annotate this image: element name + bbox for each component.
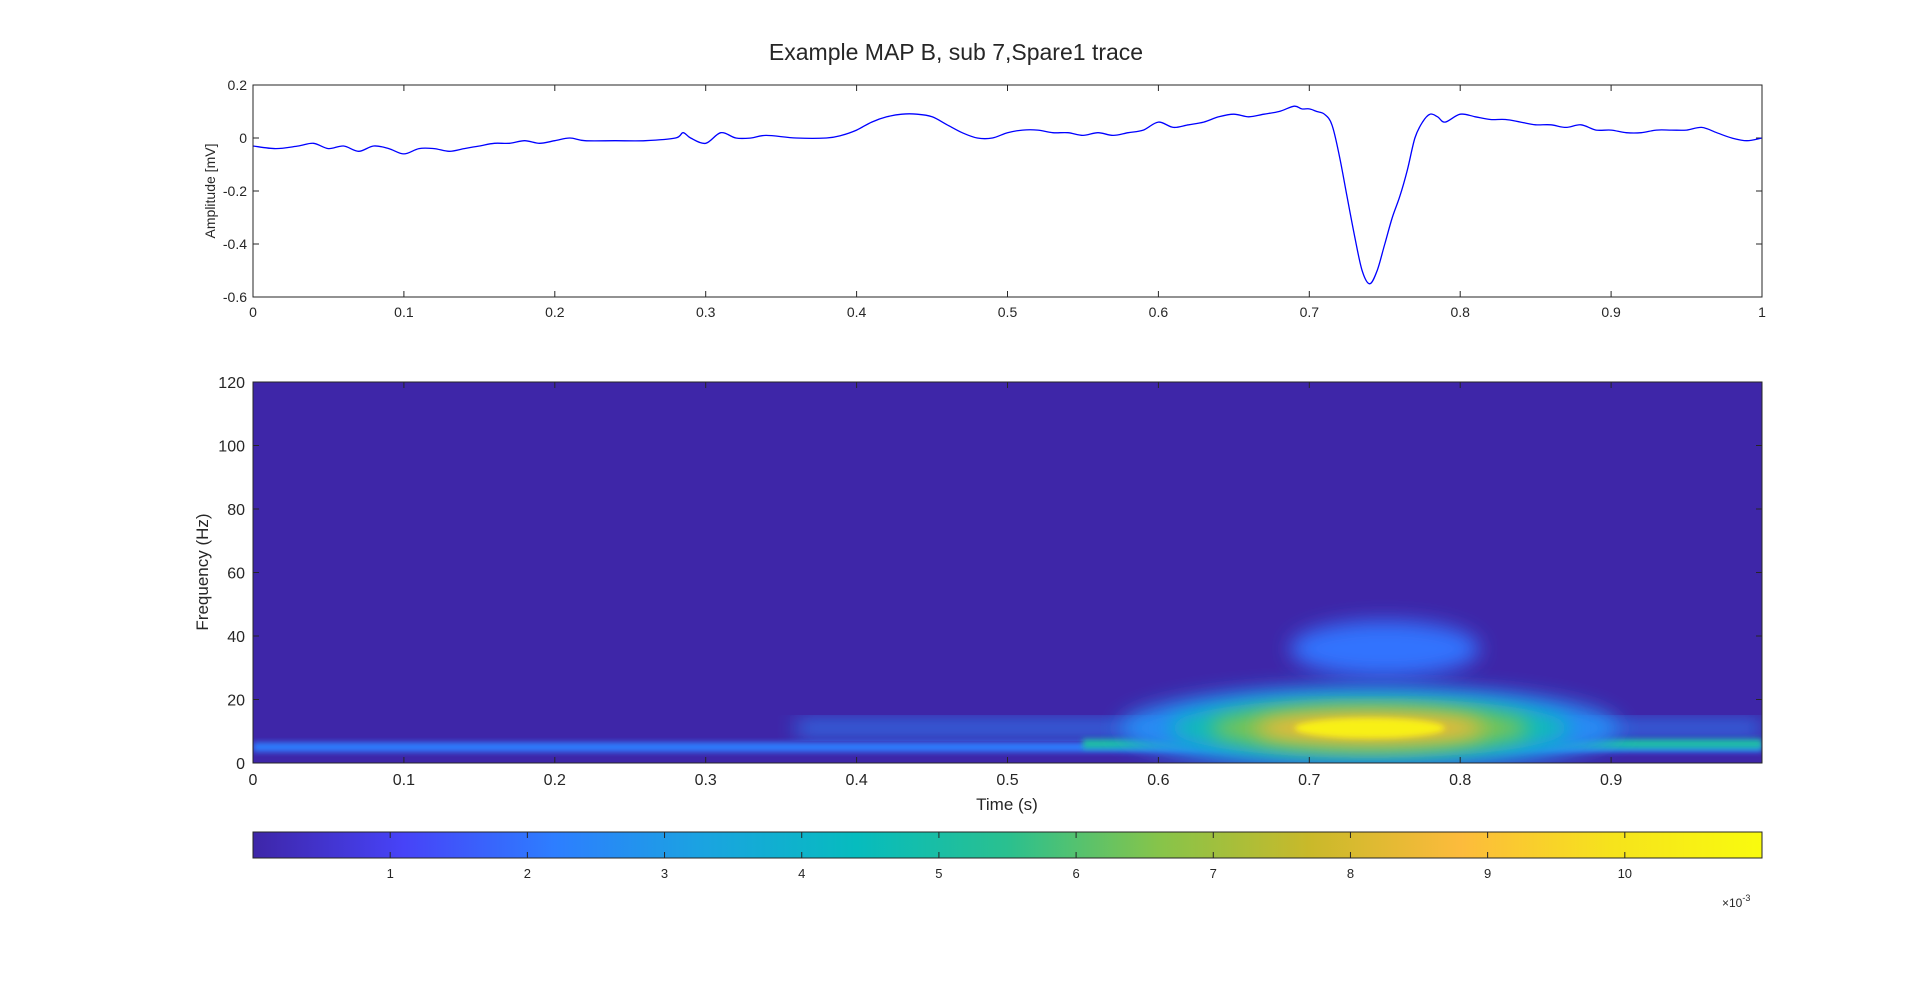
- colorbar-tick-label: 3: [661, 866, 668, 881]
- amplitude-x-tick-label: 0: [249, 304, 257, 320]
- colorbar-tick-label: 4: [798, 866, 805, 881]
- spectrogram-x-tick-label: 0.3: [695, 772, 717, 789]
- spectrogram-axes: 0 0.1 0.2 0.3 0.4 0.5 0.6 0.7 0.8 0.9 0 20 40 60 80 10…: [193, 375, 1763, 814]
- spectrogram-y-tick-label: 80: [227, 502, 245, 519]
- colorbar-tick-label: 7: [1210, 866, 1217, 881]
- amplitude-x-tick-label: 0.4: [847, 304, 867, 320]
- amplitude-x-tick-label: 0.8: [1450, 304, 1470, 320]
- spectrogram-upper-lobe: [1289, 620, 1480, 677]
- amplitude-y-tick-label: -0.6: [223, 289, 247, 305]
- spectrogram-x-tick-label: 0.2: [544, 772, 566, 789]
- amplitude-x-tick-label: 0.7: [1300, 304, 1320, 320]
- colorbar-tick-label: 5: [935, 866, 942, 881]
- spectrogram-x-label: Time (s): [976, 795, 1038, 814]
- amplitude-x-tick-label: 0.6: [1149, 304, 1169, 320]
- colorbar-tick-label: 6: [1072, 866, 1079, 881]
- colorbar-exponent: ×10-3: [1722, 893, 1750, 910]
- amplitude-plot-area: [253, 85, 1762, 297]
- amplitude-x-ticks: 0 0.1 0.2 0.3 0.4 0.5 0.6 0.7 0.8 0.9 1: [249, 85, 1766, 320]
- spectrogram-y-ticks: 0 20 40 60 80 100 120: [218, 375, 1762, 773]
- spectrogram-y-tick-label: 20: [227, 693, 245, 710]
- colorbar-tick-label: 1: [387, 866, 394, 881]
- amplitude-x-tick-label: 0.1: [394, 304, 414, 320]
- amplitude-axes: 0 0.1 0.2 0.3 0.4 0.5 0.6 0.7 0.8 0.9 1 -0.6 -0.4 -0…: [202, 77, 1766, 320]
- spectrogram-axes-box: [252, 381, 1763, 764]
- amplitude-y-tick-label: 0.2: [228, 77, 248, 93]
- spectrogram-x-tick-label: 0.8: [1449, 772, 1471, 789]
- amplitude-x-tick-label: 0.2: [545, 304, 565, 320]
- spectrogram-x-tick-label: 0.1: [393, 772, 415, 789]
- spectrogram-blob-layer-5: [1294, 718, 1445, 739]
- spectrogram-x-tick-label: 0: [249, 772, 258, 789]
- amplitude-y-tick-label: -0.2: [223, 183, 247, 199]
- figure-title: Example MAP B, sub 7,Spare1 trace: [769, 39, 1143, 65]
- spectrogram-y-label: Frequency (Hz): [193, 513, 212, 630]
- amplitude-x-tick-label: 1: [1758, 304, 1766, 320]
- spectrogram-y-tick-label: 120: [218, 375, 245, 392]
- spectrogram-features: [253, 620, 1762, 763]
- spectrogram-y-tick-label: 60: [227, 566, 245, 583]
- spectrogram-x-ticks: 0 0.1 0.2 0.3 0.4 0.5 0.6 0.7 0.8 0.9: [249, 382, 1622, 789]
- spectrogram-x-tick-label: 0.7: [1298, 772, 1320, 789]
- spectrogram-y-tick-label: 40: [227, 629, 245, 646]
- amplitude-x-tick-label: 0.5: [998, 304, 1018, 320]
- amplitude-y-label: Amplitude [mV]: [202, 144, 218, 239]
- amplitude-axes-box: [252, 84, 1763, 298]
- colorbar-tick-label: 2: [524, 866, 531, 881]
- colorbar-tick-label: 10: [1618, 866, 1632, 881]
- spectrogram-x-tick-label: 0.5: [996, 772, 1018, 789]
- colorbar-exponent-base: ×10: [1722, 896, 1743, 910]
- colorbar-tick-label: 8: [1347, 866, 1354, 881]
- amplitude-trace-line: [253, 105, 1762, 285]
- spectrogram-band-base: [253, 742, 1762, 752]
- amplitude-x-tick-label: 0.9: [1601, 304, 1621, 320]
- spectrogram-y-tick-label: 100: [218, 439, 245, 456]
- colorbar-ticks: 1 2 3 4 5 6 7 8 9 10: [387, 832, 1632, 881]
- spectrogram-x-tick-label: 0.4: [845, 772, 867, 789]
- spectrogram-x-tick-label: 0.6: [1147, 772, 1169, 789]
- amplitude-x-tick-label: 0.3: [696, 304, 716, 320]
- spectrogram-y-tick-label: 0: [236, 756, 245, 773]
- colorbar-exponent-power: -3: [1742, 893, 1750, 903]
- colorbar-tick-label: 9: [1484, 866, 1491, 881]
- colorbar-gradient: [252, 831, 1763, 859]
- spectrogram-x-tick-label: 0.9: [1600, 772, 1622, 789]
- amplitude-y-tick-label: 0: [239, 130, 247, 146]
- colorbar: 1 2 3 4 5 6 7 8 9 10 ×10-3: [252, 831, 1763, 910]
- amplitude-y-tick-label: -0.4: [223, 236, 247, 252]
